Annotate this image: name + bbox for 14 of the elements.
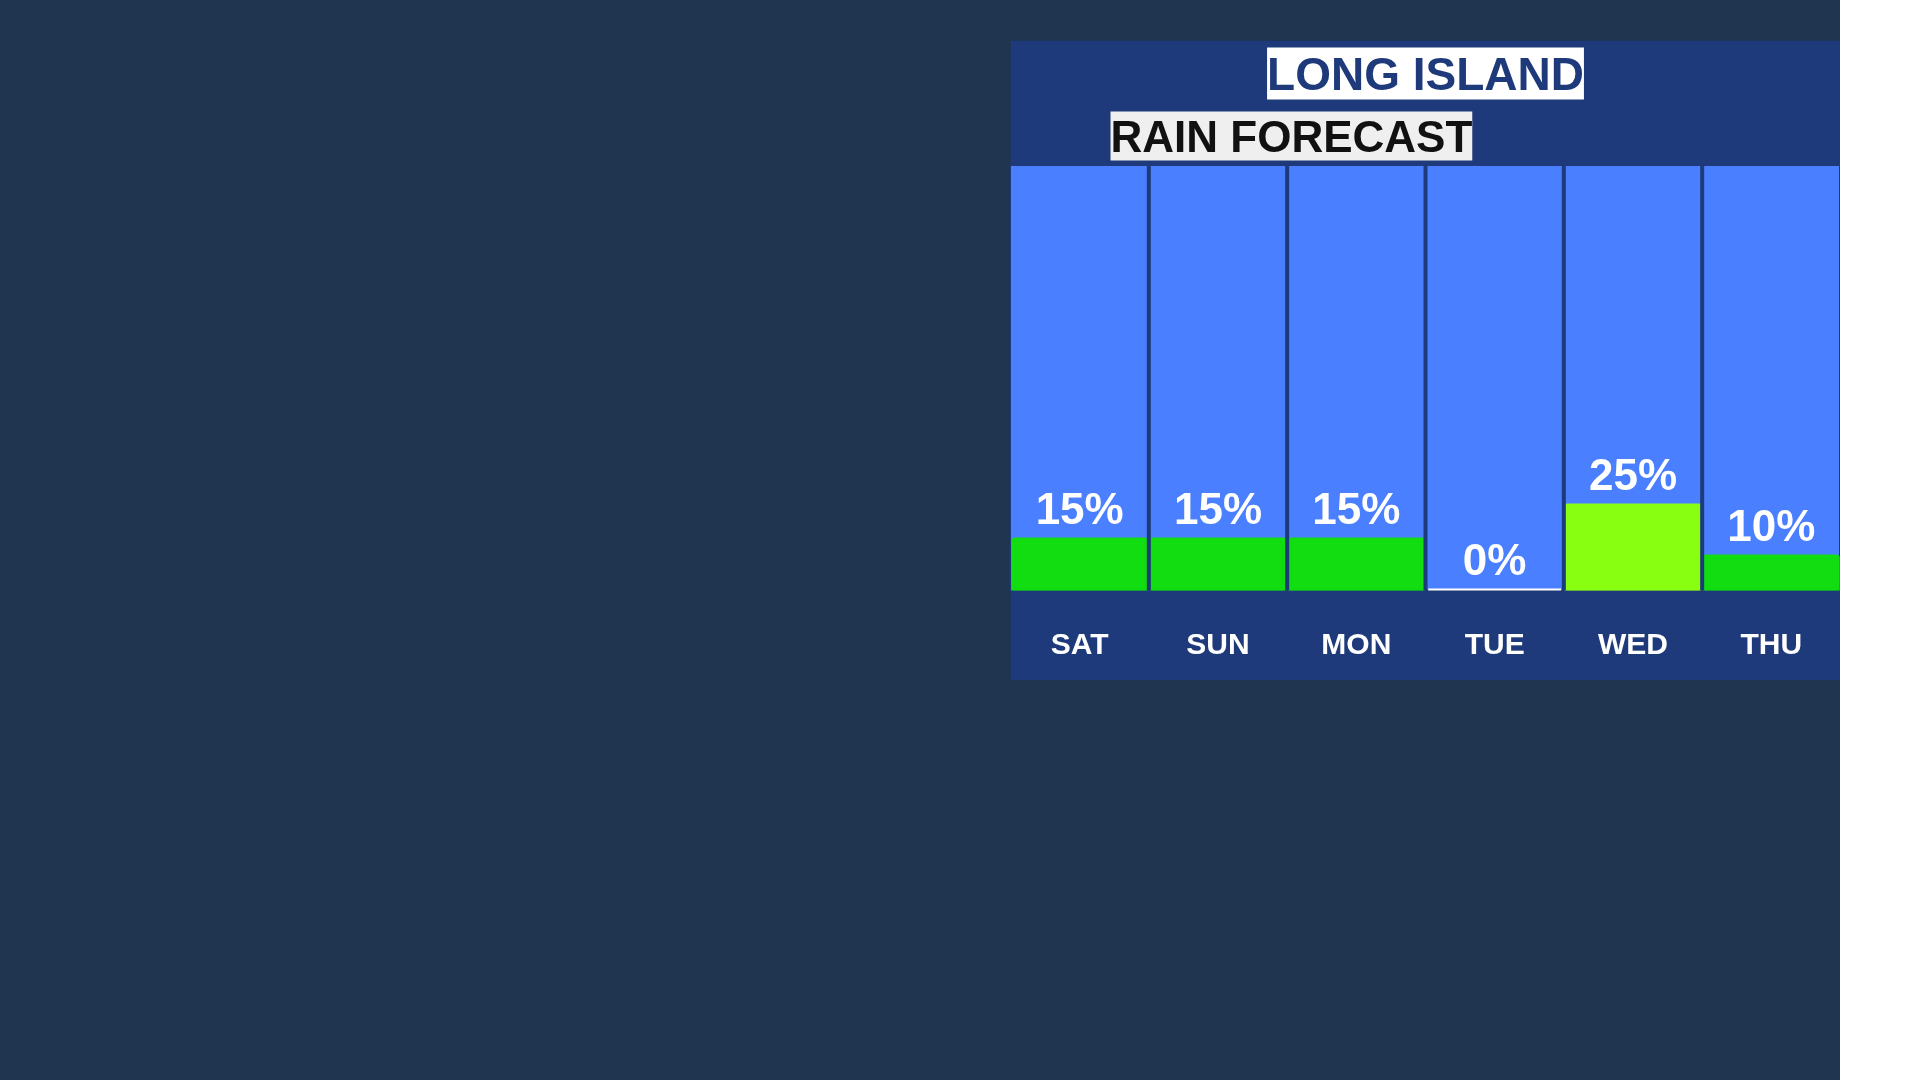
x-tick-label: THU xyxy=(1740,626,1803,660)
data-label: 15% xyxy=(1035,484,1124,534)
data-label: 15% xyxy=(1173,484,1263,534)
data-label: 0% xyxy=(1462,535,1527,585)
x-tick-label: SAT xyxy=(1050,626,1109,660)
x-tick-label: MON xyxy=(1321,626,1392,660)
data-label: 10% xyxy=(1727,501,1816,551)
chart-title: RAIN FORECAST xyxy=(1110,111,1473,161)
chart-subtitle: LONG ISLAND xyxy=(1267,47,1584,100)
x-tick-label: WED xyxy=(1598,626,1668,660)
data-label: 15% xyxy=(1312,484,1401,534)
x-tick-label: SUN xyxy=(1186,626,1250,660)
data-label: 25% xyxy=(1588,450,1678,500)
x-tick-label: TUE xyxy=(1464,626,1525,660)
